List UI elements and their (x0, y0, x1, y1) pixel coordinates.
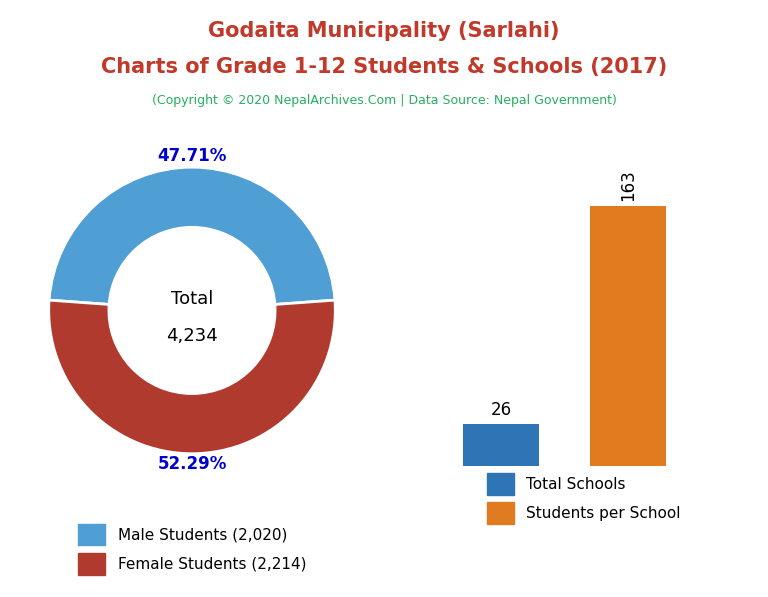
Text: 163: 163 (619, 170, 637, 201)
Bar (590, 206, 666, 466)
Text: (Copyright © 2020 NepalArchives.Com | Data Source: Nepal Government): (Copyright © 2020 NepalArchives.Com | Da… (151, 94, 617, 107)
Wedge shape (48, 300, 336, 454)
Text: Charts of Grade 1-12 Students & Schools (2017): Charts of Grade 1-12 Students & Schools … (101, 57, 667, 77)
Bar (463, 424, 539, 466)
Text: 26: 26 (491, 402, 511, 420)
Legend: Total Schools, Students per School: Total Schools, Students per School (479, 466, 688, 531)
Text: 47.71%: 47.71% (157, 147, 227, 165)
Text: 4,234: 4,234 (166, 327, 218, 345)
Text: Godaita Municipality (Sarlahi): Godaita Municipality (Sarlahi) (208, 21, 560, 41)
Wedge shape (49, 167, 335, 304)
Text: Total: Total (170, 290, 214, 308)
Text: 52.29%: 52.29% (157, 456, 227, 473)
Legend: Male Students (2,020), Female Students (2,214): Male Students (2,020), Female Students (… (70, 516, 314, 582)
